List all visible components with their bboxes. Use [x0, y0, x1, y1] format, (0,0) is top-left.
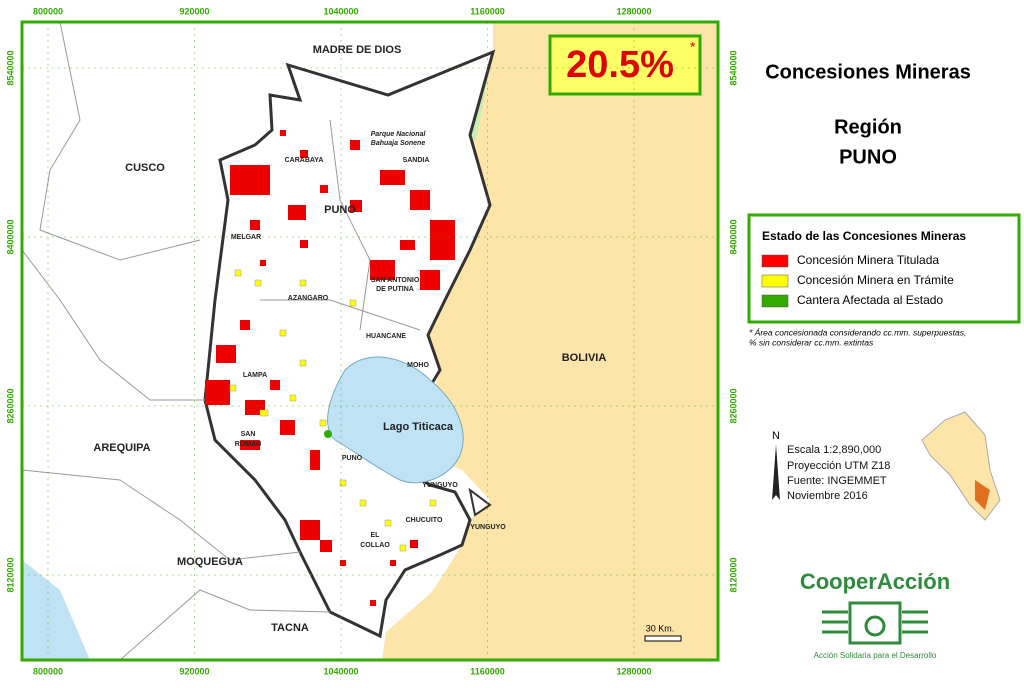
- map-label: YUNGUYO: [422, 482, 458, 489]
- legend-items: Concesión Minera Titulada Concesión Miner…: [761, 253, 954, 308]
- x-coord-label: 1160000: [470, 666, 505, 676]
- footnote: * Área concesionada considerando cc.mm. …: [749, 327, 966, 337]
- map-label: Lago Titicaca: [383, 421, 454, 433]
- legend-label: Concesión Minera en Trámite: [797, 273, 954, 287]
- y-coord-label: 8540000: [728, 50, 738, 85]
- x-coord-label: 1040000: [323, 6, 358, 16]
- region-name: PUNO: [839, 146, 897, 168]
- map-label: EL: [371, 532, 381, 539]
- map-label: DE PUTINA: [376, 286, 414, 293]
- map-label: BOLIVIA: [562, 352, 607, 364]
- y-coord-label: 8120000: [5, 557, 15, 592]
- legend-label: Cantera Afectada al Estado: [797, 293, 943, 307]
- titled-concessions: [205, 130, 455, 606]
- x-coord-label: 1040000: [323, 666, 358, 676]
- map-info: Proyección UTM Z18: [787, 460, 890, 472]
- map-label: Parque Nacional: [371, 131, 427, 138]
- x-coord-label: 1280000: [616, 666, 651, 676]
- badge-value: 20.5%: [566, 44, 674, 86]
- map-label: SANDIA: [403, 157, 430, 164]
- y-coord-label: 8120000: [728, 557, 738, 592]
- map-label: Bahuaja Sonene: [371, 140, 426, 147]
- logo-icon: [822, 601, 928, 645]
- legend-label: Concesión Minera Titulada: [797, 253, 939, 267]
- legend-title: Estado de las Concesiones Mineras: [762, 229, 966, 243]
- x-coord-label: 920000: [179, 666, 209, 676]
- map-label: CARABAYA: [285, 157, 324, 164]
- y-coord-label: 8400000: [728, 219, 738, 254]
- map-label: ROMAN: [235, 441, 261, 448]
- map-label: PUNO: [324, 204, 356, 216]
- map-label: HUANCANE: [366, 333, 406, 340]
- bolivia-area: [382, 22, 718, 660]
- map-label: PUNO: [342, 455, 363, 462]
- province-borders: [21, 21, 421, 661]
- map-label: MELGAR: [231, 234, 261, 241]
- y-coord-label: 8260000: [728, 388, 738, 423]
- map-info: Escala 1:2,890,000: [787, 444, 881, 456]
- footnote: % sin considerar cc.mm. extintas: [749, 337, 874, 347]
- map-label: CUSCO: [125, 162, 165, 174]
- map-label: AREQUIPA: [93, 442, 150, 454]
- map-label: MOHO: [407, 362, 429, 369]
- pending-concessions: [229, 269, 437, 552]
- map-info: Noviembre 2016: [787, 490, 868, 502]
- map-label: AZANGARO: [288, 295, 329, 302]
- y-coord-label: 8260000: [5, 388, 15, 423]
- scale-bar-label: 30 Km.: [646, 623, 675, 633]
- map-label: CHUCUITO: [406, 517, 443, 524]
- map-label: SAN: [241, 431, 256, 438]
- logo-name: CooperAcción: [800, 569, 950, 594]
- peru-inset: [921, 411, 1001, 521]
- x-coord-label: 800000: [33, 6, 63, 16]
- y-coord-label: 8400000: [5, 219, 15, 254]
- x-coord-label: 920000: [179, 6, 209, 16]
- title: Concesiones Mineras: [765, 61, 971, 83]
- map-info: Fuente: INGEMMET: [787, 475, 887, 487]
- map-label: COLLAO: [360, 542, 390, 549]
- x-coord-label: 1280000: [616, 6, 651, 16]
- map-label: SAN ANTONIO: [371, 277, 420, 284]
- map-label: MADRE DE DIOS: [313, 44, 402, 56]
- north-label: N: [772, 430, 780, 442]
- state-quarry: [324, 430, 332, 438]
- legend-swatch: [761, 274, 789, 288]
- map-frame: [20, 20, 720, 662]
- logo-tagline: Acción Solidaria para el Desarrollo: [814, 651, 937, 660]
- badge-asterisk: *: [690, 39, 696, 55]
- x-coord-label: 800000: [33, 666, 63, 676]
- ocean: [22, 560, 90, 660]
- legend-swatch: [761, 254, 789, 268]
- map-label: TACNA: [271, 622, 309, 634]
- map-label: LAMPA: [243, 372, 267, 379]
- north-arrow: [772, 444, 780, 500]
- y-coord-label: 8540000: [5, 50, 15, 85]
- x-coord-label: 1160000: [470, 6, 505, 16]
- scale-bar: [644, 635, 682, 642]
- legend-box: [747, 213, 1021, 324]
- puno-inset: [975, 480, 990, 510]
- region-label: Región: [834, 116, 902, 138]
- yunguyo-outline: [468, 487, 492, 517]
- map-label: YUNGUYO: [470, 524, 506, 531]
- legend-swatch: [761, 294, 789, 308]
- map-label: MOQUEGUA: [177, 556, 243, 568]
- badge-box: [548, 34, 702, 96]
